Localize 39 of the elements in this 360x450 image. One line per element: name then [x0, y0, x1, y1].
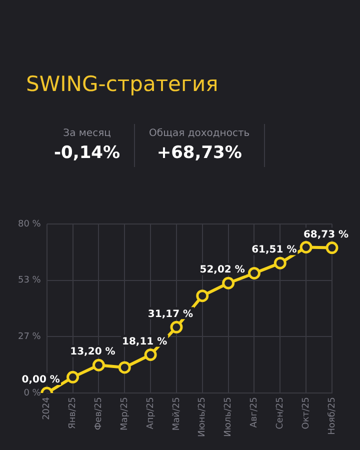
data-label: 52,02 % [200, 264, 245, 276]
text: Общая доходность [149, 128, 250, 139]
point [118, 361, 131, 374]
text: -0,14% [54, 143, 120, 163]
text: +68,73% [156, 143, 243, 163]
data-label: 18,11 % [122, 336, 168, 348]
x-tick-label: Сен/25 [276, 397, 286, 430]
point [222, 276, 235, 290]
point [274, 256, 286, 270]
point [196, 290, 209, 302]
point [144, 348, 157, 362]
x-tick-label: Авг/25 [250, 397, 260, 428]
x-tick-label: Окт/25 [301, 397, 312, 430]
point [300, 240, 312, 254]
point [248, 266, 260, 280]
y-tick-label: 0 % [24, 388, 42, 398]
data-label: 13,20 % [70, 346, 116, 358]
data-label: 61,51 % [252, 244, 297, 256]
chart-title: SWING-стратегия [26, 72, 218, 96]
text: За месяц [62, 128, 112, 139]
x-tick-label: Июнь/25 [198, 397, 208, 438]
y-tick-label: 80 % [18, 219, 42, 230]
data-label: 68,73 % [303, 229, 349, 240]
point [170, 320, 183, 334]
x-tick-label: Нояб/25 [327, 397, 338, 435]
data-label: 0,00 % [22, 374, 60, 386]
y-tick-label: 53 % [18, 276, 42, 286]
x-tick-label: 2024 [42, 396, 52, 420]
y-tick-label: 27 % [18, 332, 42, 342]
point [66, 370, 80, 384]
point [326, 242, 338, 254]
point [92, 358, 105, 372]
x-tick-label: Фев/25 [94, 397, 104, 430]
x-tick-label: Янв/25 [68, 397, 78, 429]
x-tick-label: Май/25 [172, 397, 182, 431]
x-tick-label: Апр/25 [146, 397, 156, 430]
x-tick-label: Июль/25 [224, 397, 234, 437]
x-tick-label: Мар/25 [120, 397, 130, 431]
data-label: 31,17 % [148, 308, 194, 320]
